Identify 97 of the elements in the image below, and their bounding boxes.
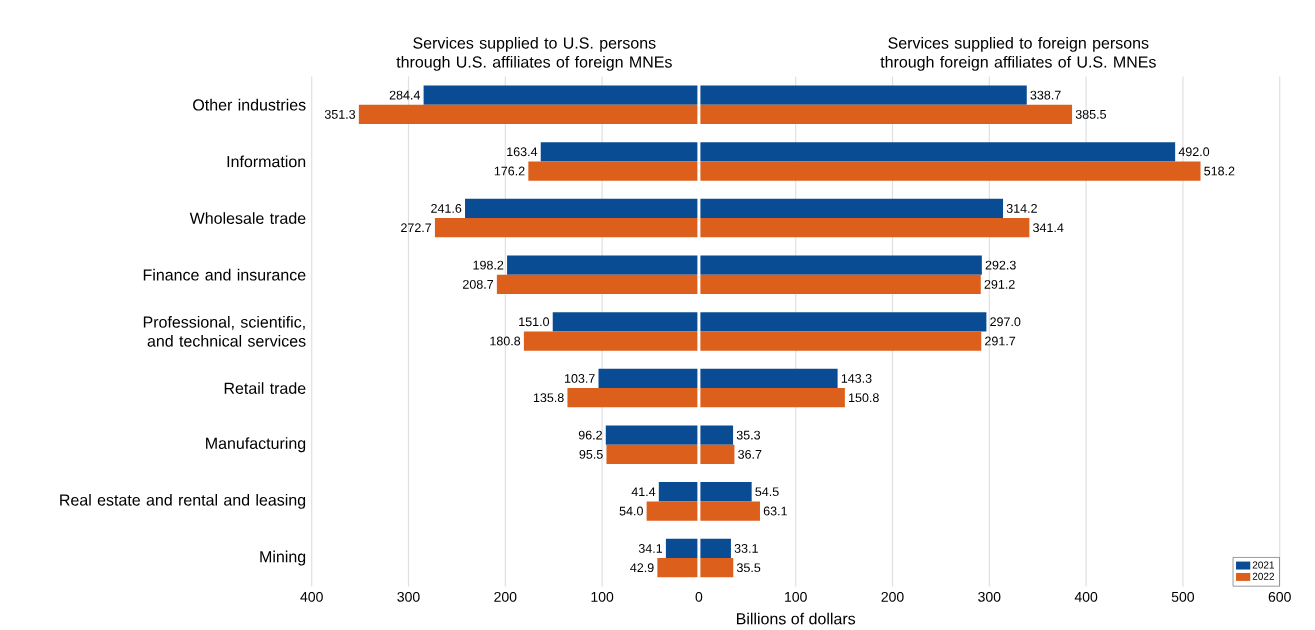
data-label: 95.5 xyxy=(579,450,603,459)
bar xyxy=(657,558,699,578)
data-label: 103.7 xyxy=(565,374,595,383)
bar xyxy=(698,104,1073,125)
data-label: 208.7 xyxy=(463,280,494,289)
data-label: 151.0 xyxy=(519,317,550,327)
x-tick-label: 200 xyxy=(881,592,904,602)
legend-label: 2022 xyxy=(1252,572,1274,580)
data-label: 272.7 xyxy=(401,223,432,233)
y-tick-label: Real estate and rental and leasing xyxy=(60,494,306,509)
x-tick-label: 300 xyxy=(978,592,1001,602)
bar xyxy=(552,312,699,332)
data-label: 341.4 xyxy=(1033,223,1064,233)
bar xyxy=(698,255,982,275)
bar xyxy=(540,142,699,162)
bar xyxy=(665,538,699,559)
bar xyxy=(358,104,699,125)
bar xyxy=(423,85,699,105)
data-label: 143.3 xyxy=(841,374,872,383)
bar xyxy=(698,198,1004,219)
data-label: 198.2 xyxy=(473,260,504,270)
bar xyxy=(496,274,699,295)
data-label: 96.2 xyxy=(578,430,602,440)
x-tick-label: 600 xyxy=(1268,592,1291,602)
bar xyxy=(698,538,731,559)
x-tick-label: 0 xyxy=(695,592,703,602)
data-label: 292.3 xyxy=(985,260,1016,270)
bar xyxy=(698,444,735,465)
bar xyxy=(434,218,699,238)
y-tick-label: Retail trade xyxy=(224,382,306,395)
data-label: 35.5 xyxy=(736,563,761,573)
bar xyxy=(605,425,699,445)
bar xyxy=(698,482,752,502)
data-label: 518.2 xyxy=(1204,166,1235,176)
x-tick-label: 500 xyxy=(1171,592,1195,602)
data-label: 291.7 xyxy=(985,336,1016,346)
bar xyxy=(698,388,845,408)
y-tick-label: Mining xyxy=(260,550,306,566)
y-tick-label: Information xyxy=(227,155,306,168)
bar xyxy=(567,388,699,408)
bar xyxy=(606,444,699,465)
x-tick-label: 400 xyxy=(1074,592,1098,602)
bar xyxy=(698,312,987,332)
data-label: 284.4 xyxy=(389,90,421,100)
data-label: 150.8 xyxy=(849,393,879,403)
y-tick-label: Finance and insurance xyxy=(143,268,306,281)
data-label: 54.5 xyxy=(755,487,779,497)
data-label: 314.2 xyxy=(1006,204,1037,213)
data-label: 35.3 xyxy=(736,430,761,440)
bar xyxy=(698,425,734,445)
x-axis-title: Billions of dollars xyxy=(736,612,856,625)
bar xyxy=(698,161,1201,181)
data-label: 297.0 xyxy=(990,317,1021,327)
y-tick-label: Manufacturing xyxy=(206,437,306,453)
bar xyxy=(698,218,1030,238)
data-label: 135.8 xyxy=(533,393,564,403)
data-label: 176.2 xyxy=(494,166,525,176)
bar xyxy=(698,501,760,521)
data-label: 54.0 xyxy=(619,506,643,516)
data-label: 351.3 xyxy=(324,110,356,119)
data-label: 42.9 xyxy=(630,563,654,573)
data-label: 291.2 xyxy=(984,280,1015,289)
bar xyxy=(658,482,699,502)
bar xyxy=(507,255,699,275)
x-tick-label: 100 xyxy=(591,592,614,602)
bar xyxy=(698,274,981,295)
y-tick-label: Wholesale trade xyxy=(189,212,306,225)
bar xyxy=(528,161,699,181)
bar xyxy=(698,558,734,578)
bar xyxy=(698,85,1027,105)
data-label: 163.4 xyxy=(507,147,538,157)
text: Services supplied to foreign persons through foreign affiliates of U.S. MNEs xyxy=(880,37,1156,71)
data-label: 385.5 xyxy=(1075,110,1107,119)
data-label: 41.4 xyxy=(631,487,656,497)
x-tick-label: 200 xyxy=(494,592,517,602)
data-label: 180.8 xyxy=(490,336,521,346)
x-tick-label: 300 xyxy=(397,592,420,602)
text: Services supplied to U.S. persons through U.S. affiliates of foreign MNEs xyxy=(396,37,672,71)
legend-label: 2021 xyxy=(1252,561,1275,569)
bar xyxy=(465,198,699,219)
bar xyxy=(698,331,982,351)
bar xyxy=(646,501,699,521)
data-label: 241.6 xyxy=(431,204,462,213)
x-tick-label: 100 xyxy=(785,592,807,602)
data-label: 36.7 xyxy=(738,450,762,459)
data-label: 338.7 xyxy=(1030,90,1061,100)
y-tick-label: Other industries xyxy=(193,98,306,111)
bar xyxy=(698,368,838,389)
data-label: 34.1 xyxy=(638,544,663,553)
data-label: 33.1 xyxy=(734,544,758,553)
y-tick-label: Professional, scientific, and technical services xyxy=(143,316,306,347)
bar xyxy=(698,142,1176,162)
data-label: 63.1 xyxy=(763,506,787,516)
data-label: 492.0 xyxy=(1178,147,1210,157)
x-tick-label: 400 xyxy=(300,592,323,602)
bar xyxy=(523,331,699,351)
bar xyxy=(598,368,699,389)
